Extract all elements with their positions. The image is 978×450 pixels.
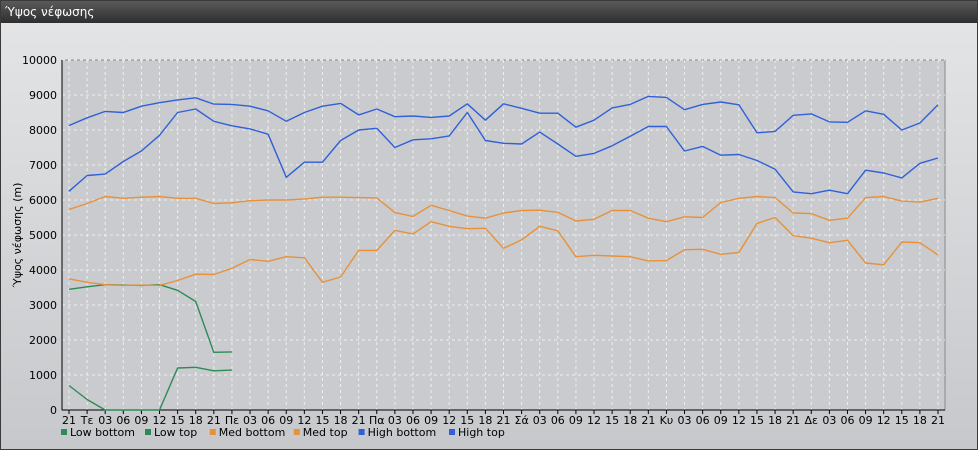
x-tick-label: 12 <box>587 414 601 427</box>
x-tick-label: 18 <box>913 414 927 427</box>
x-tick-label: 21 <box>352 414 366 427</box>
x-tick-label: 03 <box>388 414 402 427</box>
x-tick-label: 09 <box>859 414 873 427</box>
series-line-med-top <box>68 195 939 223</box>
series-line-high-top <box>68 95 939 134</box>
x-tick-label: 06 <box>551 414 565 427</box>
series-line-med-bottom <box>68 216 939 287</box>
x-tick-label: 21 <box>62 414 76 427</box>
y-tick-label: 8000 <box>29 124 57 137</box>
legend-swatch <box>449 429 455 435</box>
x-tick-label: 15 <box>895 414 909 427</box>
legend-label: Med bottom <box>219 426 286 439</box>
x-tick-label: 18 <box>189 414 203 427</box>
x-tick-label: Δε <box>805 414 819 427</box>
x-tick-label: 06 <box>261 414 275 427</box>
x-tick-label: 03 <box>533 414 547 427</box>
x-tick-label: 15 <box>171 414 185 427</box>
legend-swatch <box>358 429 365 435</box>
x-tick-label: 12 <box>442 414 456 427</box>
x-tick-label: 06 <box>696 414 710 427</box>
x-tick-label: 09 <box>424 414 438 427</box>
x-tick-label: 21 <box>641 414 655 427</box>
y-tick-label: 9000 <box>29 89 57 102</box>
x-tick-label: 15 <box>605 414 619 427</box>
y-tick-label: 5000 <box>29 229 57 242</box>
x-tick-label: Τε <box>80 414 94 427</box>
legend-swatch <box>293 429 300 435</box>
legend-swatch <box>145 429 151 435</box>
x-tick-label: 03 <box>243 414 257 427</box>
x-tick-label: 21 <box>497 414 511 427</box>
legend-label: Low bottom <box>70 426 135 439</box>
x-tick-label: 12 <box>877 414 891 427</box>
legend-label: Low top <box>154 426 197 439</box>
series-line-high-bottom <box>68 108 939 195</box>
y-tick-label: 0 <box>50 404 57 417</box>
x-tick-label: 18 <box>334 414 348 427</box>
x-tick-label: 12 <box>732 414 746 427</box>
series-line-low-bottom <box>68 366 232 411</box>
x-tick-label: 18 <box>623 414 637 427</box>
x-tick-label: 06 <box>840 414 854 427</box>
y-tick-label: 7000 <box>29 159 57 172</box>
y-axis-label: Ύψος νέφωσης (m) <box>11 183 24 289</box>
y-tick-label: 2000 <box>29 334 57 347</box>
x-tick-label: 15 <box>315 414 329 427</box>
legend-label: Med top <box>303 426 348 439</box>
x-tick-label: 09 <box>134 414 148 427</box>
x-tick-label: 15 <box>750 414 764 427</box>
y-tick-label: 4000 <box>29 264 57 277</box>
x-tick-label: 09 <box>279 414 293 427</box>
x-tick-label: 03 <box>98 414 112 427</box>
x-tick-label: 18 <box>478 414 492 427</box>
y-tick-label: 1000 <box>29 369 57 382</box>
y-tick-label: 3000 <box>29 299 57 312</box>
x-tick-label: Πα <box>369 414 385 427</box>
x-tick-label: Κυ <box>660 414 674 427</box>
y-tick-label: 6000 <box>29 194 57 207</box>
x-tick-label: Σά <box>515 414 529 427</box>
x-tick-label: 15 <box>460 414 474 427</box>
x-tick-label: 09 <box>714 414 728 427</box>
x-tick-label: 12 <box>297 414 311 427</box>
y-tick-label: 10000 <box>22 54 57 67</box>
x-tick-label: 18 <box>768 414 782 427</box>
x-tick-label: Πε <box>225 414 239 427</box>
legend-label: High top <box>458 426 505 439</box>
x-tick-label: 09 <box>569 414 583 427</box>
x-tick-label: 06 <box>116 414 130 427</box>
window-title: Ύψος νέφωσης <box>1 1 977 23</box>
legend-swatch <box>209 429 216 435</box>
x-tick-label: 21 <box>931 414 945 427</box>
x-tick-label: 21 <box>207 414 221 427</box>
x-tick-label: 03 <box>678 414 692 427</box>
x-tick-label: 12 <box>153 414 167 427</box>
x-tick-label: 06 <box>406 414 420 427</box>
legend-swatch <box>61 429 67 435</box>
x-tick-label: 21 <box>786 414 800 427</box>
x-tick-label: 03 <box>822 414 836 427</box>
legend-label: High bottom <box>368 426 437 439</box>
